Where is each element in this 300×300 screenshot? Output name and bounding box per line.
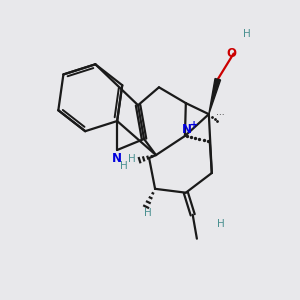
Text: H: H <box>243 28 250 38</box>
Text: ···: ··· <box>216 111 224 120</box>
Text: H: H <box>217 219 225 229</box>
Text: O: O <box>226 47 236 60</box>
Text: +: + <box>190 120 198 130</box>
Text: H: H <box>144 208 152 218</box>
Text: N: N <box>112 152 122 166</box>
Text: H: H <box>128 154 136 164</box>
Text: H: H <box>120 160 128 170</box>
Text: N: N <box>182 123 191 136</box>
Polygon shape <box>209 79 220 114</box>
